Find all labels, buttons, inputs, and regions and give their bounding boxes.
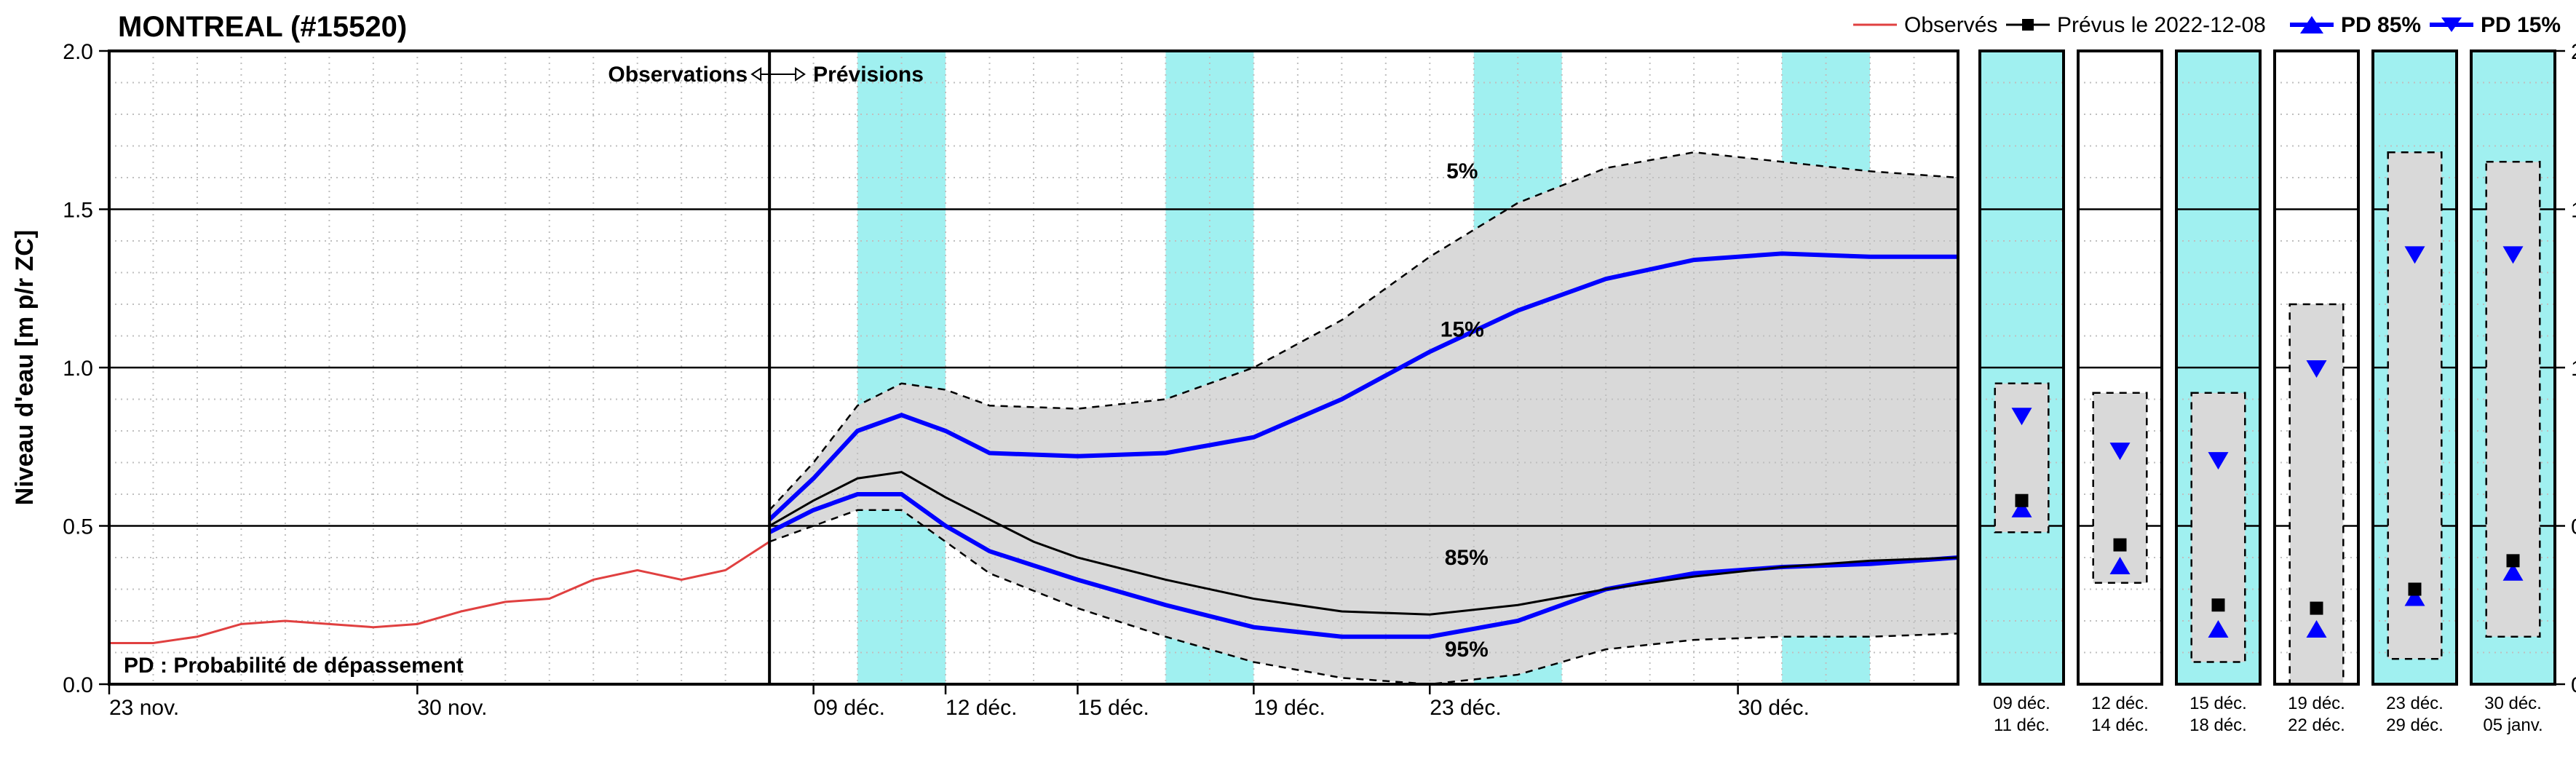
y-tick-label: 1.0 [63,357,93,381]
panel-xlabel-top: 30 déc. [2484,694,2542,713]
label-15pct: 15% [1440,318,1484,342]
panel-xlabel-top: 09 déc. [1993,694,2050,713]
panel-xlabel-top: 12 déc. [2091,694,2149,713]
y-axis-label: Niveau d'eau [m p/r ZC] [11,230,39,505]
label-5pct: 5% [1446,159,1478,183]
x-tick-label: 30 nov. [417,696,487,720]
label-95pct: 95% [1445,638,1489,662]
x-tick-label: 09 déc. [814,696,885,720]
legend-observes-label: Observés [1904,13,1997,37]
x-tick-label: 12 déc. [946,696,1017,720]
y-tick-label-right: 0.0 [2571,673,2576,697]
panel-prev-marker-icon [2310,602,2323,615]
panel-xlabel-bottom: 18 déc. [2189,715,2247,735]
pd-definition-note: PD : Probabilité de dépassement [124,654,464,678]
panel-prev-marker-icon [2409,583,2422,596]
arrow-right-icon [796,68,804,80]
x-tick-label: 30 déc. [1738,696,1810,720]
panel-prev-marker-icon [2016,494,2029,507]
panel-prev-marker-icon [2507,554,2520,567]
y-tick-label-right: 2.0 [2571,40,2576,64]
y-tick-label: 2.0 [63,40,93,64]
panel-prev-marker-icon [2212,598,2225,611]
panel-xlabel-bottom: 05 janv. [2483,715,2543,735]
x-tick-label: 15 déc. [1077,696,1149,720]
label-previsions: Prévisions [813,63,924,87]
forecast-band-5-95 [769,152,1958,684]
panel-xlabel-top: 19 déc. [2288,694,2345,713]
x-tick-label: 23 nov. [109,696,179,720]
legend-pd85-label: PD 85% [2341,13,2421,37]
y-tick-label: 1.5 [63,199,93,223]
panel-prev-marker-icon [2114,539,2127,552]
y-tick-label: 0.0 [63,673,93,697]
chart-title: MONTREAL (#15520) [118,11,407,43]
x-tick-label: 23 déc. [1430,696,1501,720]
panel-xlabel-top: 23 déc. [2386,694,2444,713]
arrow-left-icon [752,68,761,80]
label-85pct: 85% [1445,546,1489,570]
panel-box-fill [2093,393,2147,583]
panel-xlabel-bottom: 22 déc. [2288,715,2345,735]
panel-xlabel-bottom: 11 déc. [1994,715,2050,735]
panel-xlabel-bottom: 14 déc. [2091,715,2149,735]
panel-xlabel-bottom: 29 déc. [2386,715,2444,735]
legend-prevus-label: Prévus le 2022-12-08 [2057,13,2266,37]
x-tick-label: 19 déc. [1253,696,1325,720]
panel-xlabel-top: 15 déc. [2189,694,2247,713]
legend-pd15-label: PD 15% [2481,13,2561,37]
label-observations: Observations [608,63,748,87]
y-tick-label-right: 1.0 [2571,357,2576,381]
y-tick-label-right: 1.5 [2571,199,2576,223]
y-tick-label: 0.5 [63,515,93,539]
y-tick-label-right: 0.5 [2571,515,2576,539]
